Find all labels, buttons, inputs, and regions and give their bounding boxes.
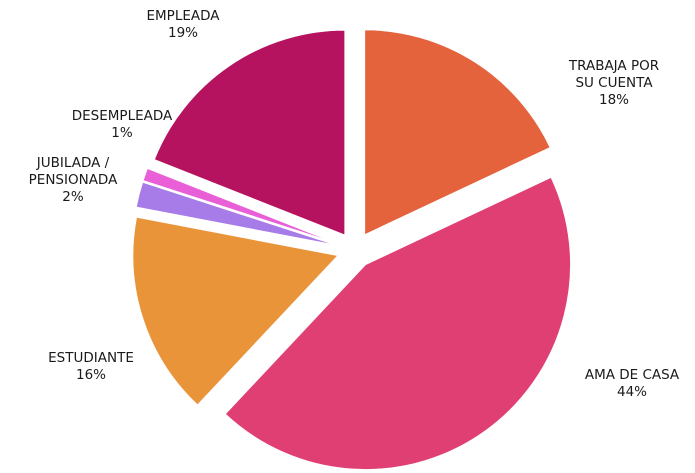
category-name: JUBILADA / PENSIONADA [28,155,118,188]
pie-slice [142,167,339,245]
slice-label: JUBILADA / PENSIONADA 2% [0,155,148,206]
value-label: 44% [616,384,647,400]
category-name: TRABAJA POR SU CUENTA [568,58,660,91]
slice-label: ESTUDIANTE 16% [16,350,166,384]
category-name: ESTUDIANTE [48,350,134,366]
pie-slice [153,29,346,236]
pie-slice [135,181,338,247]
slice-label: EMPLEADA 19% [108,8,258,42]
slice-label: DESEMPLEADA 1% [47,108,197,142]
pie-slice [364,29,551,236]
value-label: 16% [75,367,106,383]
slice-label: TRABAJA POR SU CUENTA 18% [564,58,664,109]
pie-slice [132,216,339,406]
value-label: 2% [62,189,84,205]
category-name: EMPLEADA [146,8,220,24]
category-name: DESEMPLEADA [71,108,173,124]
value-label: 19% [167,25,198,41]
category-name: AMA DE CASA [584,367,680,383]
pie-slice [224,176,572,471]
value-label: 18% [598,92,629,108]
slice-label: AMA DE CASA 44% [572,367,692,401]
value-label: 1% [111,125,133,141]
